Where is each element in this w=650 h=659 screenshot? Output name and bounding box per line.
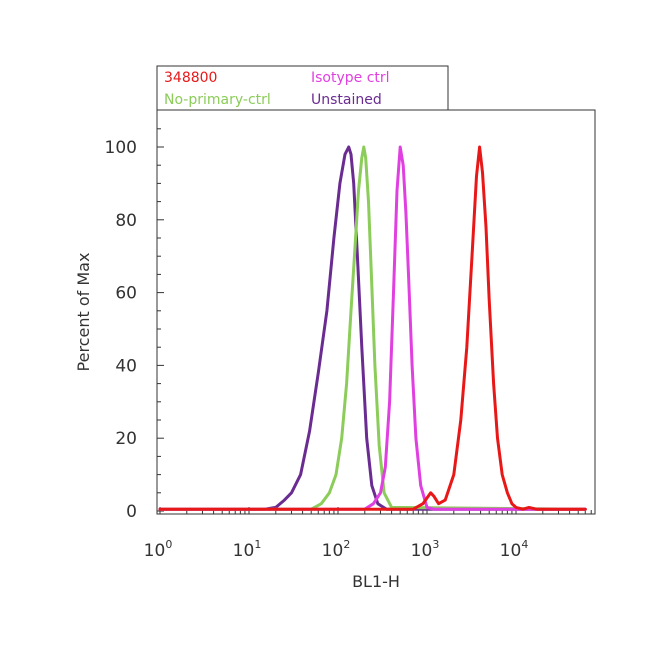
legend-entry-unstained: Unstained — [311, 92, 382, 108]
y-axis-title: Percent of Max — [74, 253, 93, 372]
legend-entry-isotype-ctrl: Isotype ctrl — [311, 70, 390, 86]
series-line-348800 — [158, 145, 587, 511]
y-axis: 0 20 40 60 80 100 — [105, 128, 164, 522]
legend-box — [156, 65, 449, 111]
legend: 348800 Isotype ctrl No-primary-ctrl Unst… — [156, 65, 449, 111]
y-tick-label: 40 — [115, 356, 137, 376]
x-tick-label: 100 — [144, 538, 173, 561]
x-tick-label: 102 — [322, 538, 351, 561]
series-line-isotype-ctrl — [158, 145, 587, 511]
x-axis: 100 101 102 103 104 — [144, 507, 592, 561]
x-tick-label: 104 — [500, 538, 529, 561]
x-tick-label: 103 — [411, 538, 440, 561]
legend-entry-348800: 348800 — [164, 70, 217, 86]
series-line-no-primary-ctrl — [158, 145, 587, 511]
legend-entry-no-primary-ctrl: No-primary-ctrl — [164, 92, 271, 108]
y-tick-label: 0 — [126, 502, 137, 522]
y-tick-label: 100 — [105, 138, 137, 158]
x-axis-title: BL1-H — [352, 572, 400, 591]
y-tick-label: 60 — [115, 284, 137, 304]
y-tick-label: 80 — [115, 211, 137, 231]
plot-frame — [156, 109, 596, 515]
y-tick-label: 20 — [115, 429, 137, 449]
series-layer — [158, 145, 587, 511]
series-line-unstained — [158, 145, 587, 511]
x-tick-label: 101 — [233, 538, 262, 561]
